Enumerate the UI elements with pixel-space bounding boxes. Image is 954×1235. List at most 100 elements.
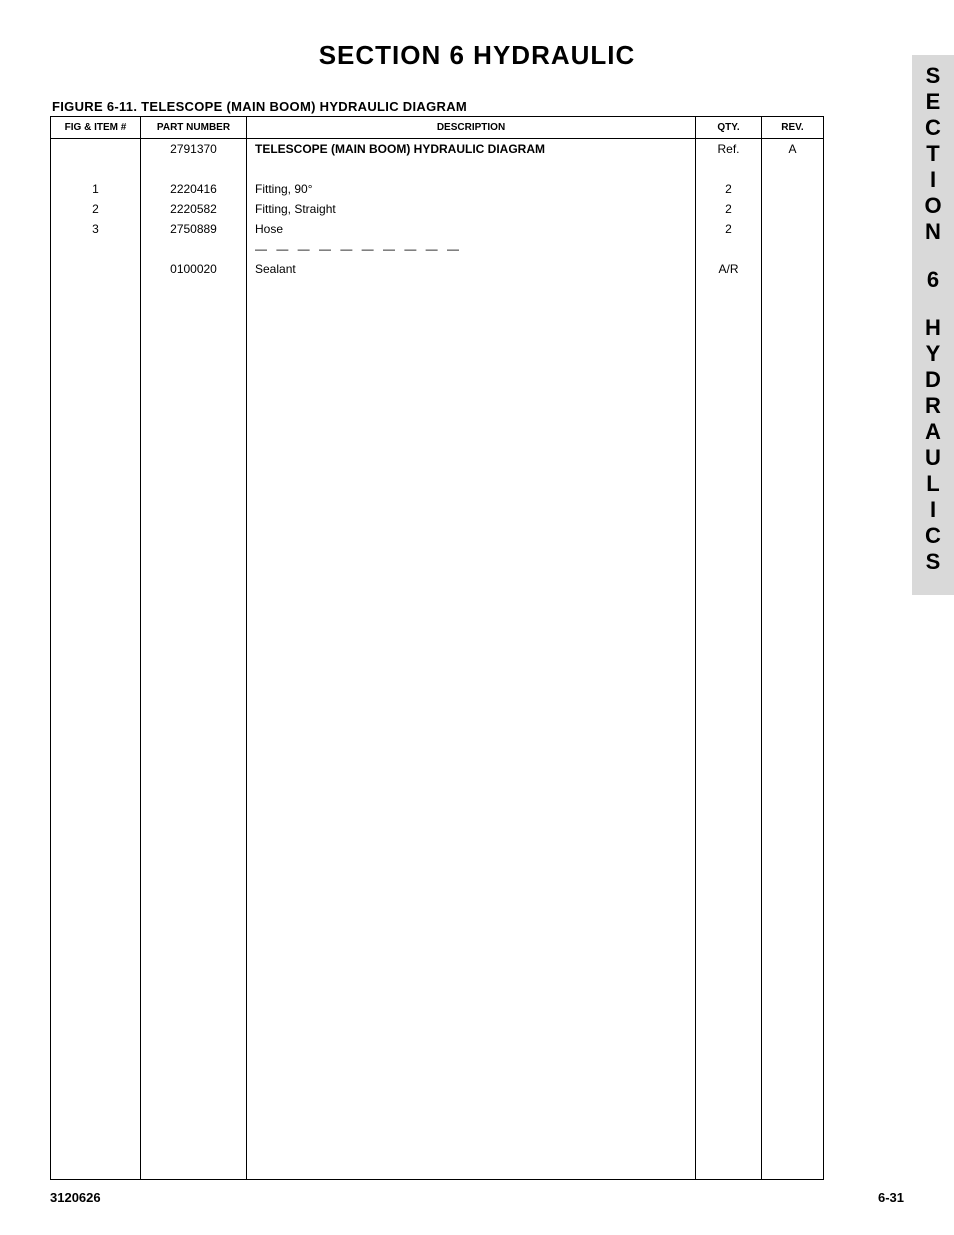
- table-cell-empty: [141, 859, 247, 879]
- table-cell-empty: [696, 839, 762, 859]
- table-cell-empty: [247, 499, 696, 519]
- table-cell-empty: [141, 939, 247, 959]
- table-cell: Fitting, Straight: [247, 199, 696, 219]
- table-header-row: FIG & ITEM # PART NUMBER DESCRIPTION QTY…: [51, 117, 824, 139]
- table-cell: [247, 159, 696, 179]
- table-cell-empty: [762, 899, 824, 919]
- table-cell: 2220582: [141, 199, 247, 219]
- table-cell-empty: [762, 939, 824, 959]
- table-cell-empty: [762, 519, 824, 539]
- table-cell-empty: [696, 999, 762, 1019]
- table-cell-empty: [247, 859, 696, 879]
- table-cell-empty: [247, 1039, 696, 1059]
- table-cell-empty: [762, 539, 824, 559]
- table-row-empty: [51, 959, 824, 979]
- table-cell-empty: [696, 299, 762, 319]
- table-cell: [762, 259, 824, 279]
- table-cell-empty: [762, 299, 824, 319]
- table-cell-empty: [141, 1099, 247, 1119]
- table-cell-empty: [696, 739, 762, 759]
- table-cell-empty: [141, 1139, 247, 1159]
- table-cell-empty: [51, 579, 141, 599]
- table-cell-empty: [762, 979, 824, 999]
- table-cell-empty: [247, 1099, 696, 1119]
- table-cell-empty: [762, 1119, 824, 1139]
- table-cell-empty: [51, 559, 141, 579]
- table-cell-empty: [247, 999, 696, 1019]
- table-cell-empty: [141, 479, 247, 499]
- table-cell: Fitting, 90°: [247, 179, 696, 199]
- table-cell-empty: [762, 1159, 824, 1180]
- table-cell: TELESCOPE (MAIN BOOM) HYDRAULIC DIAGRAM: [247, 139, 696, 160]
- table-cell-empty: [762, 919, 824, 939]
- table-row-empty: [51, 1039, 824, 1059]
- table-cell-empty: [51, 879, 141, 899]
- side-tab-char: I: [930, 167, 936, 193]
- table-cell-empty: [141, 399, 247, 419]
- table-cell: [696, 159, 762, 179]
- table-cell-empty: [247, 699, 696, 719]
- parts-table: FIG & ITEM # PART NUMBER DESCRIPTION QTY…: [50, 116, 824, 1180]
- table-cell-empty: [141, 639, 247, 659]
- table-row: — — — — — — — — — —: [51, 239, 824, 259]
- table-cell-empty: [696, 779, 762, 799]
- table-cell-empty: [51, 619, 141, 639]
- side-tab-char: 6: [927, 267, 939, 293]
- table-cell-empty: [696, 719, 762, 739]
- table-cell: 2791370: [141, 139, 247, 160]
- table-cell-empty: [247, 579, 696, 599]
- table-cell-empty: [141, 719, 247, 739]
- table-row-empty: [51, 1059, 824, 1079]
- table-cell-empty: [247, 779, 696, 799]
- table-cell-empty: [696, 279, 762, 299]
- table-cell-empty: [762, 579, 824, 599]
- table-cell-empty: [762, 1039, 824, 1059]
- table-cell-empty: [696, 879, 762, 899]
- table-cell-empty: [141, 899, 247, 919]
- table-cell-empty: [51, 1079, 141, 1099]
- table-cell-empty: [696, 1079, 762, 1099]
- table-cell-empty: [762, 999, 824, 1019]
- section-header: SECTION 6 HYDRAULIC: [50, 40, 904, 71]
- table-cell-empty: [51, 719, 141, 739]
- table-cell-empty: [141, 439, 247, 459]
- table-cell-empty: [247, 639, 696, 659]
- table-cell-empty: [696, 1119, 762, 1139]
- table-row-empty: [51, 1099, 824, 1119]
- table-cell-empty: [247, 519, 696, 539]
- table-cell: [51, 139, 141, 160]
- table-cell: [696, 239, 762, 259]
- table-cell-empty: [696, 1139, 762, 1159]
- table-cell-empty: [51, 339, 141, 359]
- table-cell-empty: [247, 839, 696, 859]
- table-cell-empty: [247, 359, 696, 379]
- table-cell-empty: [141, 559, 247, 579]
- table-cell-empty: [247, 539, 696, 559]
- table-cell: [762, 219, 824, 239]
- table-cell-empty: [141, 419, 247, 439]
- table-cell-empty: [141, 799, 247, 819]
- table-cell-empty: [247, 319, 696, 339]
- side-tab-char: U: [925, 445, 941, 471]
- table-cell-empty: [141, 919, 247, 939]
- table-row-empty: [51, 879, 824, 899]
- table-cell-empty: [247, 819, 696, 839]
- table-cell-empty: [696, 579, 762, 599]
- table-cell: 3: [51, 219, 141, 239]
- table-cell-empty: [762, 1099, 824, 1119]
- table-cell-empty: [762, 419, 824, 439]
- table-cell-empty: [51, 459, 141, 479]
- table-cell-empty: [762, 439, 824, 459]
- table-cell-empty: [762, 359, 824, 379]
- table-cell: [51, 259, 141, 279]
- table-cell-empty: [51, 399, 141, 419]
- table-cell-empty: [247, 899, 696, 919]
- side-tab-char: Y: [926, 341, 941, 367]
- table-cell-empty: [247, 759, 696, 779]
- footer-left: 3120626: [50, 1190, 101, 1205]
- table-cell: 2750889: [141, 219, 247, 239]
- table-cell-empty: [762, 479, 824, 499]
- side-tab-char: C: [925, 115, 941, 141]
- table-cell-empty: [247, 679, 696, 699]
- table-cell-empty: [762, 1059, 824, 1079]
